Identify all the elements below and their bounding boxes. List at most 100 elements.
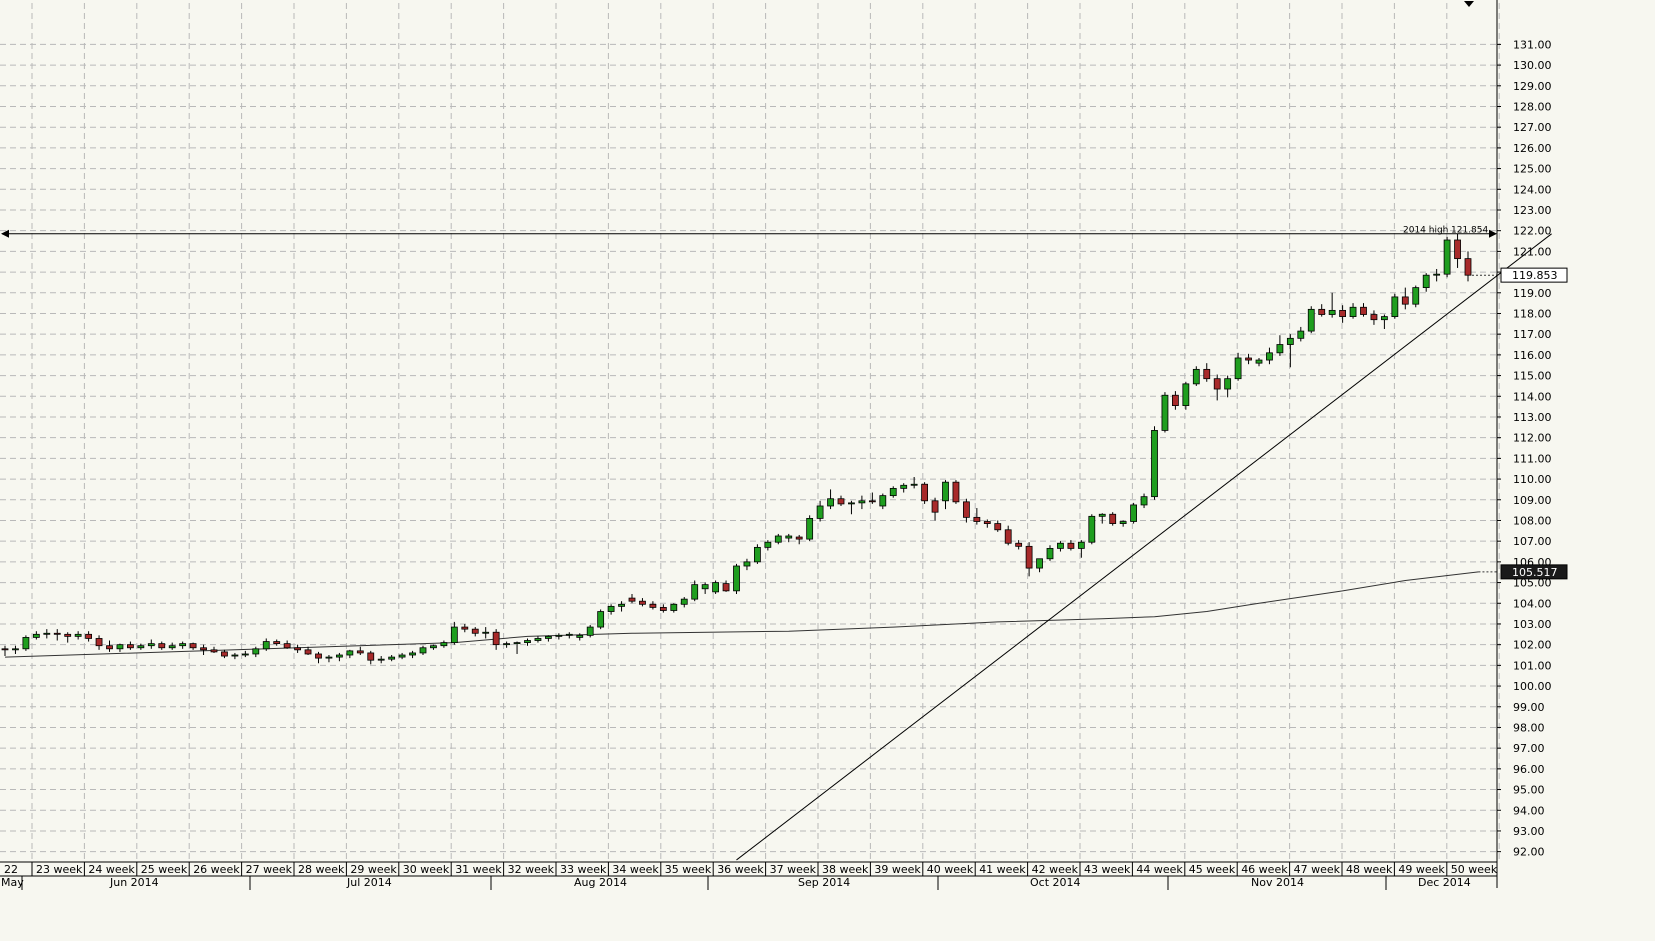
month-label: Dec 2014 [1418, 876, 1471, 889]
candle-bear [189, 643, 197, 649]
y-tick-label: 125.00 [1513, 163, 1552, 176]
candle-bear [221, 651, 228, 657]
candle-bull [1443, 239, 1451, 275]
candle-bull [241, 653, 249, 656]
candle-bull [409, 652, 416, 656]
candle-bull [524, 640, 531, 643]
candle-bull [430, 645, 437, 649]
month-label: Jun 2014 [109, 876, 159, 889]
candle-bull [534, 638, 542, 641]
candle-bull [545, 635, 552, 639]
month-label: Nov 2014 [1251, 876, 1304, 889]
candle-bull [1433, 273, 1441, 276]
candle-bear [106, 645, 113, 650]
week-label: 38 week [822, 863, 869, 876]
grid-lines [0, 3, 1500, 862]
month-label: Sep 2014 [798, 876, 850, 889]
week-label: 49 week [1398, 863, 1445, 876]
y-tick-label: 108.00 [1513, 514, 1552, 527]
y-tick-label: 103.00 [1513, 618, 1552, 631]
candle-bull [1182, 383, 1190, 406]
candle-bull [1088, 515, 1096, 543]
high-line-label: 2014 high [1403, 226, 1448, 236]
candle-bull [576, 634, 584, 638]
candle-bear [315, 653, 322, 659]
candle-bear [1203, 368, 1211, 380]
candle-bull [147, 643, 155, 647]
y-tick-label: 107.00 [1513, 535, 1552, 548]
candle-bull [900, 484, 908, 489]
candle-bull [1224, 378, 1232, 390]
week-label: 45 week [1189, 863, 1236, 876]
week-label: 27 week [246, 863, 293, 876]
candle-bull [43, 632, 51, 635]
candle-bear [837, 498, 845, 505]
candle-bull [262, 641, 270, 650]
candle-bear [639, 600, 646, 605]
week-label: 46 week [1241, 863, 1288, 876]
week-label: 47 week [1294, 863, 1341, 876]
y-tick-label: 92.00 [1513, 846, 1545, 859]
month-label: Aug 2014 [574, 876, 627, 889]
candle-bull [335, 654, 343, 658]
candles-layer [1, 233, 1472, 665]
candle-bear [127, 644, 134, 649]
candle-bear [294, 647, 302, 651]
candle-bull [1422, 274, 1430, 289]
candle-bull [1328, 309, 1336, 315]
candle-bear [795, 536, 803, 540]
candle-bull [398, 654, 406, 658]
y-tick-label: 102.00 [1513, 639, 1552, 652]
candle-bear [471, 628, 479, 634]
candle-bull [1391, 296, 1399, 317]
y-tick-label: 128.00 [1513, 100, 1552, 113]
candle-bull [1266, 352, 1273, 361]
y-tick-label: 98.00 [1513, 721, 1545, 734]
price-tag [1500, 267, 1568, 283]
y-tick-label: 94.00 [1513, 804, 1545, 817]
y-tick-label: 127.00 [1513, 121, 1552, 134]
week-label: 40 week [927, 863, 974, 876]
candle-bull [12, 648, 19, 651]
candle-bear [931, 500, 939, 513]
week-label: 28 week [298, 863, 345, 876]
candle-bull [1077, 541, 1085, 549]
candle-bear [952, 481, 960, 503]
y-tick-label: 119.00 [1513, 287, 1552, 300]
candle-bull [1161, 394, 1169, 431]
candle-bull [618, 603, 625, 607]
arrow-right-icon [1489, 229, 1497, 238]
week-label: 43 week [1084, 863, 1131, 876]
y-tick-label: 112.00 [1513, 432, 1552, 445]
candle-bear [963, 501, 970, 518]
candle-bull [774, 535, 782, 543]
week-label: 50 week [1451, 863, 1498, 876]
candle-bull [597, 611, 605, 628]
y-tick-label: 122.00 [1513, 225, 1552, 238]
candle-bear [200, 647, 207, 651]
y-tick-label: 95.00 [1513, 784, 1545, 797]
y-tick-label: 111.00 [1513, 452, 1552, 465]
candle-bull [346, 650, 354, 656]
y-tick-label: 100.00 [1513, 680, 1552, 693]
candle-bull [910, 483, 918, 486]
y-tick-label: 123.00 [1513, 204, 1552, 217]
candle-bear [1, 648, 9, 651]
candle-bull [1192, 368, 1200, 385]
candle-bull [565, 633, 573, 636]
month-label: Oct 2014 [1030, 876, 1081, 889]
candle-bull [889, 487, 897, 497]
week-label: 35 week [665, 863, 712, 876]
week-label: 30 week [403, 863, 450, 876]
week-label: 29 week [350, 863, 397, 876]
candle-bull [1098, 513, 1106, 517]
week-label: 22 [4, 863, 18, 876]
candle-bear [1454, 239, 1461, 260]
candle-bull [586, 626, 594, 636]
candle-bull [1297, 330, 1305, 339]
candle-bull [116, 644, 124, 650]
week-label: 37 week [770, 863, 817, 876]
candle-bear [53, 632, 61, 635]
